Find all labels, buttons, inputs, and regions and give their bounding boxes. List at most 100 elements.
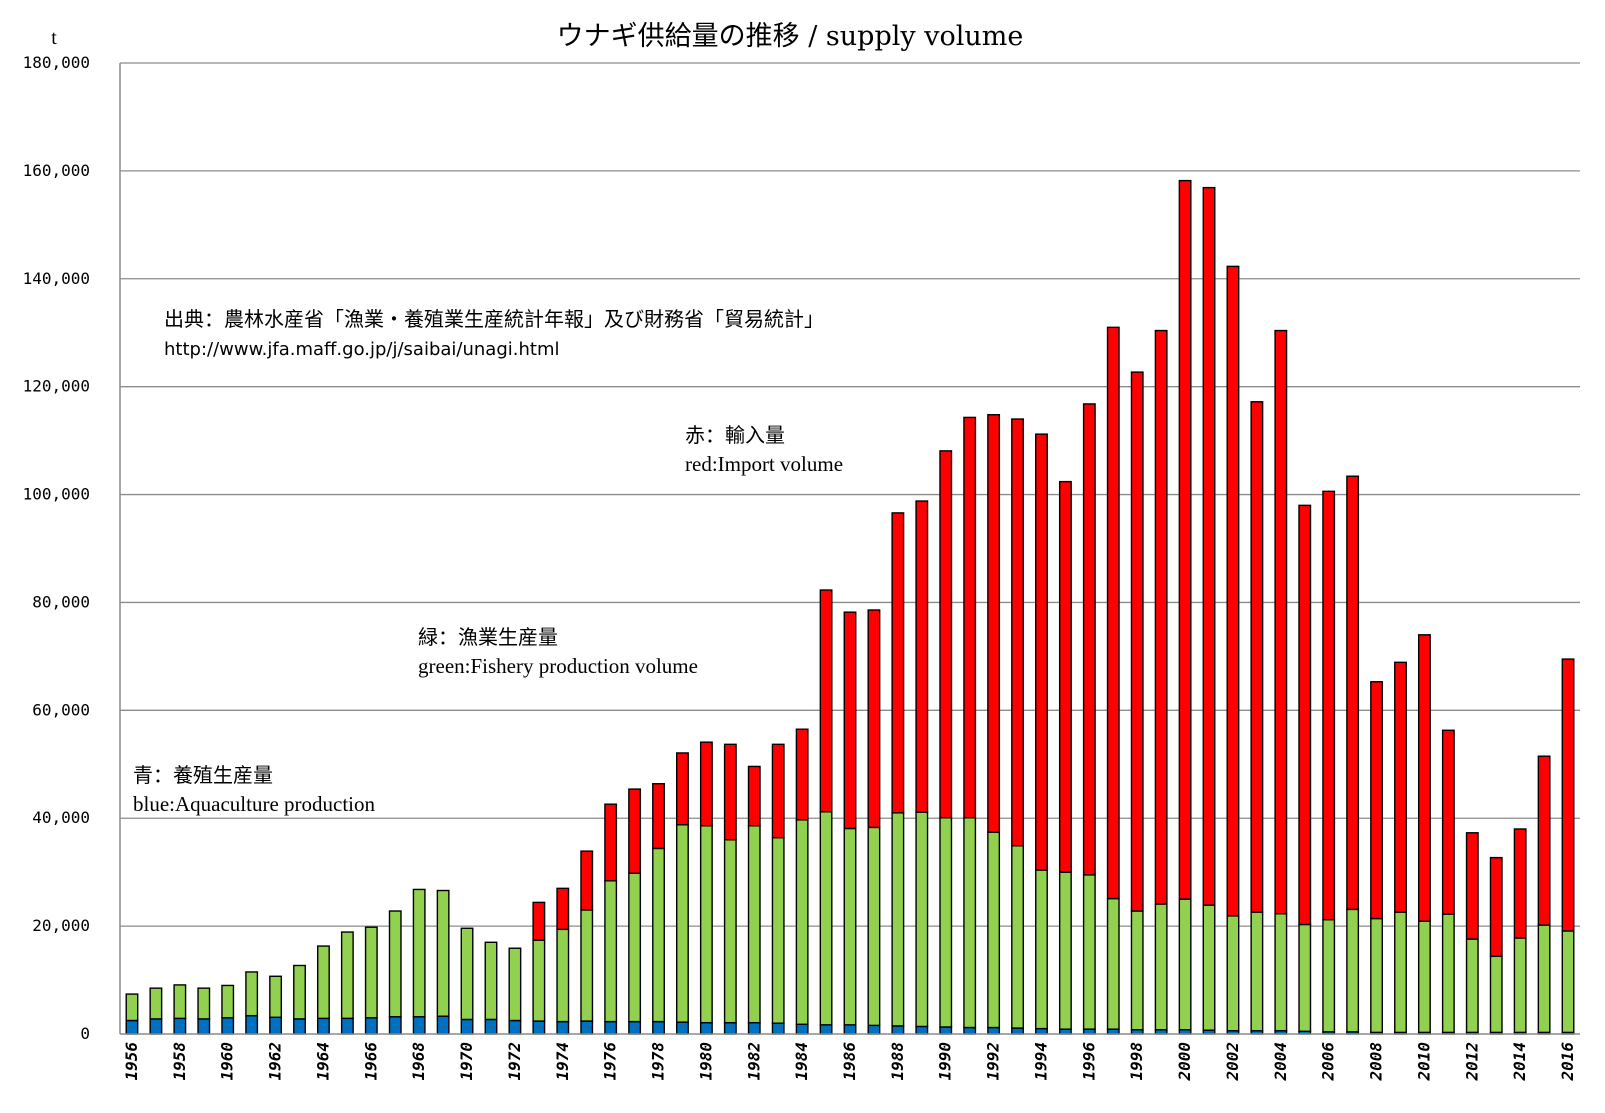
bar-fishery-1961 xyxy=(245,971,259,1017)
bar-aquaculture-1978 xyxy=(652,1020,665,1035)
y-axis-unit-label: t xyxy=(51,27,57,49)
bar-fishery-1990 xyxy=(939,816,953,1028)
source-note: 出典：農林水産省「漁業・養殖業生産統計年報」及び財務省「貿易統計」 xyxy=(164,307,824,331)
chart-title: ウナギ供給量の推移 / supply volume xyxy=(557,21,1024,52)
bar-aquaculture-1981 xyxy=(723,1021,737,1035)
bar-import-1996 xyxy=(1082,403,1096,876)
x-tick-label: 1998 xyxy=(1127,1042,1146,1081)
x-tick-label: 1990 xyxy=(936,1042,955,1081)
x-tick-label: 2004 xyxy=(1271,1042,1290,1082)
bar-import-1973 xyxy=(532,901,546,941)
fishery-legend-annotation: 緑：漁業生産量 green:Fishery production volume xyxy=(418,625,698,678)
bar-import-1997 xyxy=(1106,326,1120,900)
x-tick-label: 1996 xyxy=(1079,1042,1098,1081)
gridlines xyxy=(120,62,1580,927)
bar-import-2009 xyxy=(1394,661,1407,913)
bar-aquaculture-1994 xyxy=(1035,1027,1048,1035)
bar-aquaculture-1958 xyxy=(173,1017,187,1035)
bar-fishery-1963 xyxy=(293,964,306,1020)
bar-import-1984 xyxy=(795,728,809,821)
bar-import-1994 xyxy=(1035,433,1048,871)
bar-import-1992 xyxy=(987,414,1001,833)
y-tick-label: 0 xyxy=(80,1024,90,1043)
bar-fishery-1971 xyxy=(484,941,498,1021)
bar-fishery-1997 xyxy=(1106,897,1120,1030)
x-tick-label: 1974 xyxy=(553,1042,572,1081)
bar-fishery-1972 xyxy=(508,947,522,1022)
fishery-legend-jp: 緑：漁業生産量 xyxy=(418,625,558,649)
bar-aquaculture-1972 xyxy=(508,1019,522,1035)
bar-fishery-1969 xyxy=(436,889,450,1017)
bar-import-2016 xyxy=(1561,658,1575,932)
bar-aquaculture-1993 xyxy=(1011,1027,1024,1035)
bar-aquaculture-1961 xyxy=(245,1014,259,1035)
bar-aquaculture-1960 xyxy=(221,1017,235,1035)
y-tick-label: 120,000 xyxy=(23,377,90,396)
bar-fishery-1999 xyxy=(1154,903,1168,1031)
bar-import-2014 xyxy=(1513,828,1527,939)
bar-fishery-1988 xyxy=(891,812,905,1027)
bar-fishery-1985 xyxy=(819,811,833,1026)
bar-aquaculture-1959 xyxy=(197,1018,211,1035)
bar-aquaculture-1977 xyxy=(628,1020,642,1035)
aquaculture-legend-en: blue:Aquaculture production xyxy=(133,792,376,816)
x-tick-label: 1970 xyxy=(457,1042,476,1081)
bar-fishery-1984 xyxy=(795,819,809,1025)
x-tick-label: 2010 xyxy=(1414,1042,1433,1082)
x-axis-ticks: 1956 1958 1960 1962 1964 1966 1968 1970 1972 1974… xyxy=(122,1042,1577,1082)
bar-aquaculture-1990 xyxy=(939,1026,953,1035)
bar-fishery-2003 xyxy=(1250,911,1264,1032)
bar-fishery-2014 xyxy=(1513,937,1527,1034)
import-legend-en: red:Import volume xyxy=(685,452,843,476)
bar-fishery-1995 xyxy=(1058,871,1072,1030)
bar-fishery-1966 xyxy=(364,926,378,1019)
bar-aquaculture-1964 xyxy=(317,1017,330,1035)
x-tick-label: 2006 xyxy=(1319,1042,1338,1082)
bar-import-1976 xyxy=(604,803,618,882)
y-axis-ticks: 0 20,000 40,000 60,000 80,000 100,000 120,000 1… xyxy=(23,53,90,1043)
bar-import-1980 xyxy=(699,741,713,827)
x-tick-label: 1982 xyxy=(744,1042,763,1081)
bar-import-1978 xyxy=(652,783,665,850)
x-tick-label: 1960 xyxy=(218,1042,237,1081)
y-tick-label: 80,000 xyxy=(32,592,90,611)
x-tick-label: 1988 xyxy=(888,1042,907,1081)
x-tick-label: 1968 xyxy=(409,1042,428,1081)
bar-fishery-2013 xyxy=(1489,955,1503,1034)
bar-fishery-2009 xyxy=(1394,911,1407,1034)
bar-fishery-1986 xyxy=(843,827,857,1026)
bar-aquaculture-1969 xyxy=(436,1015,450,1035)
bar-aquaculture-1980 xyxy=(699,1021,713,1035)
import-legend-annotation: 赤：輸入量 red:Import volume xyxy=(685,423,843,476)
x-tick-label: 1994 xyxy=(1032,1042,1051,1081)
bar-import-1999 xyxy=(1154,329,1168,905)
bar-aquaculture-1988 xyxy=(891,1025,905,1035)
x-tick-label: 1958 xyxy=(170,1042,189,1081)
bar-fishery-1974 xyxy=(556,928,570,1023)
bar-import-1979 xyxy=(676,752,689,826)
bar-import-1995 xyxy=(1058,480,1072,873)
bar-fishery-2004 xyxy=(1274,913,1288,1032)
x-tick-label: 2000 xyxy=(1175,1042,1194,1082)
bar-fishery-1976 xyxy=(604,880,618,1023)
x-tick-label: 1980 xyxy=(696,1042,715,1081)
bar-import-2011 xyxy=(1441,729,1455,915)
bar-aquaculture-1962 xyxy=(269,1016,283,1035)
axes xyxy=(119,63,1580,1035)
x-tick-label: 1964 xyxy=(313,1042,332,1081)
bar-import-2010 xyxy=(1417,634,1431,922)
bar-fishery-2008 xyxy=(1370,917,1384,1034)
bar-fishery-1989 xyxy=(915,811,929,1028)
bar-fishery-1973 xyxy=(532,939,546,1022)
x-tick-label: 2014 xyxy=(1510,1042,1529,1082)
bar-import-2012 xyxy=(1465,832,1479,940)
bar-aquaculture-1974 xyxy=(556,1020,570,1035)
bar-fishery-1977 xyxy=(628,872,642,1023)
y-tick-label: 40,000 xyxy=(32,808,90,827)
source-annotation: 出典：農林水産省「漁業・養殖業生産統計年報」及び財務省「貿易統計」 http:/… xyxy=(164,307,824,360)
bar-aquaculture-1986 xyxy=(843,1024,857,1035)
bar-fishery-1968 xyxy=(412,888,426,1018)
bar-aquaculture-1991 xyxy=(963,1026,977,1035)
x-tick-label: 2012 xyxy=(1462,1042,1481,1082)
bar-fishery-1959 xyxy=(197,987,211,1020)
